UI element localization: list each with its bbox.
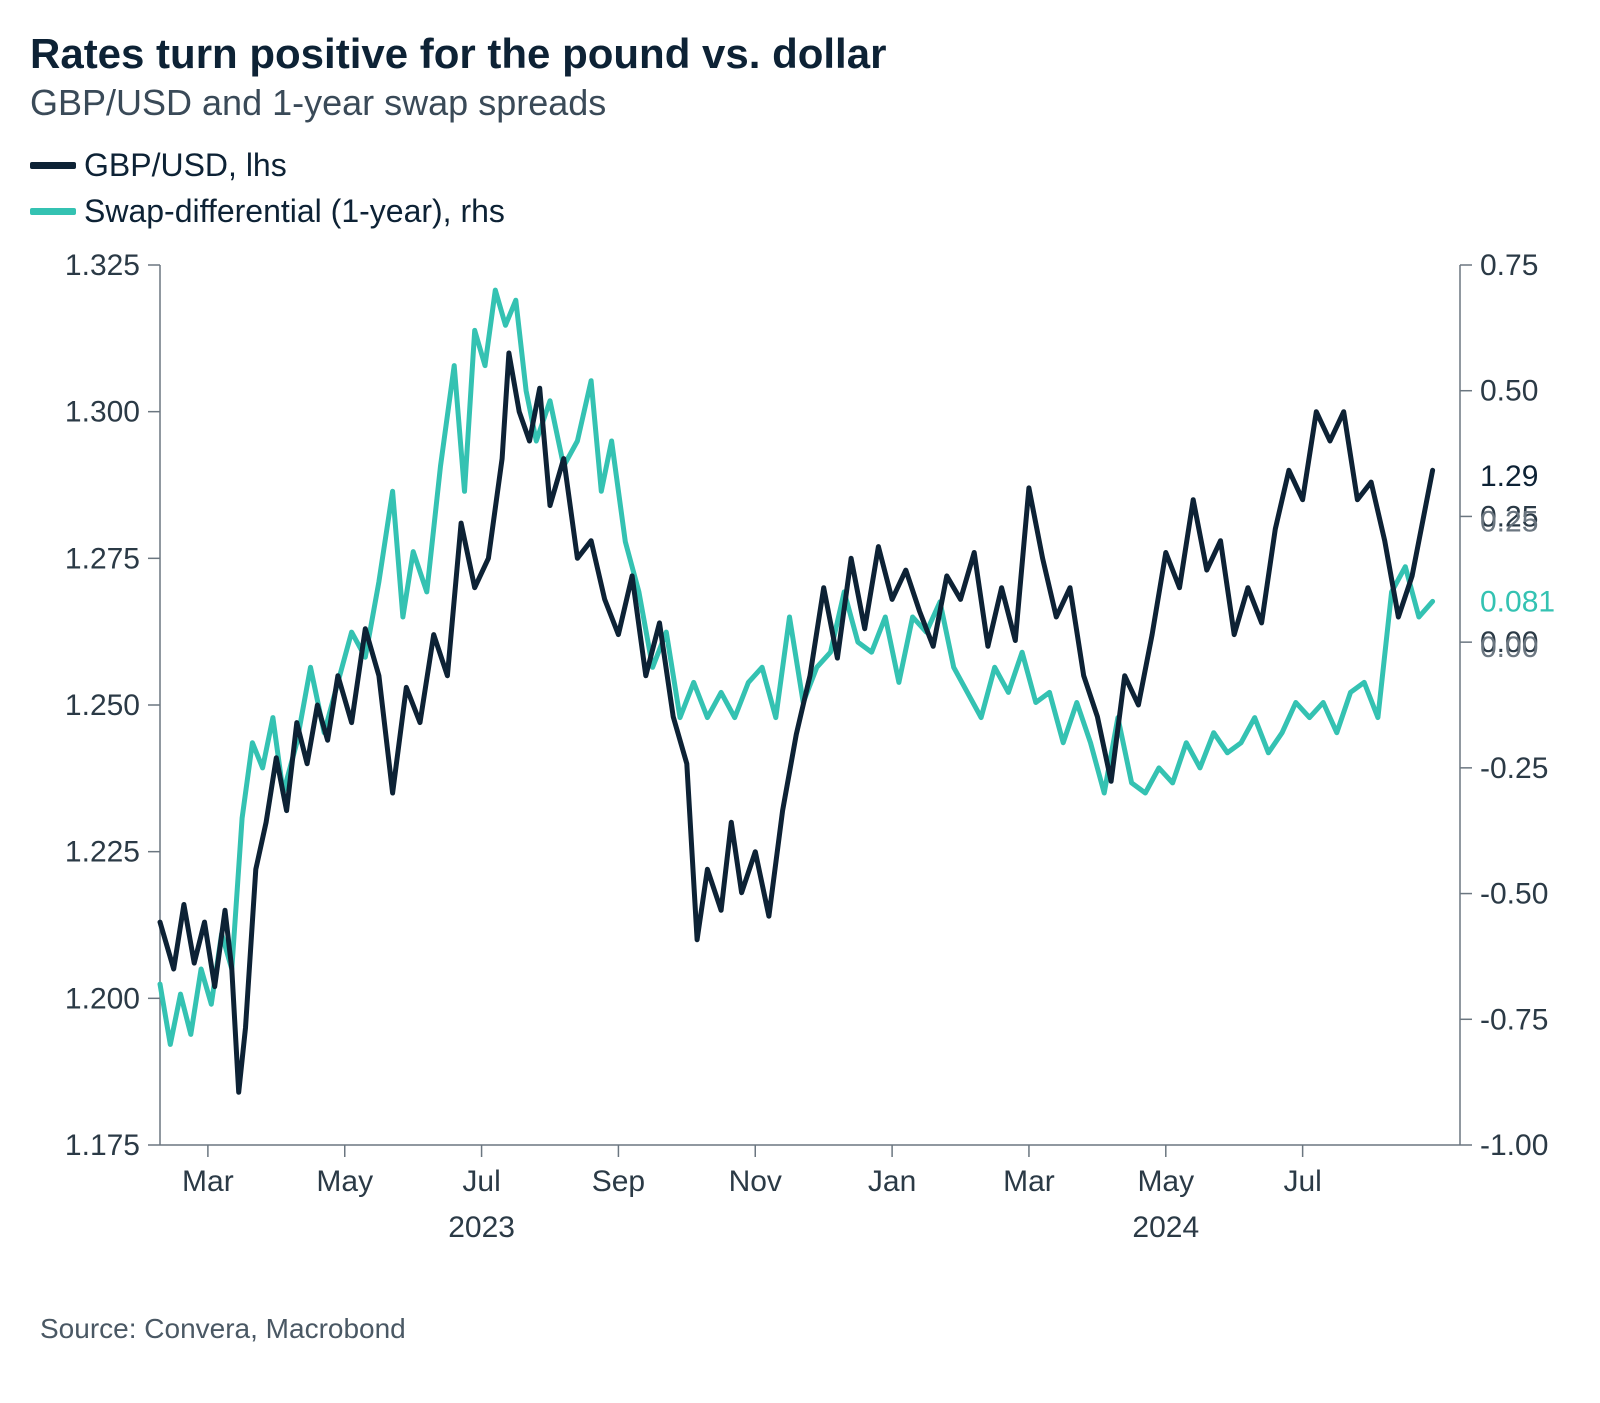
svg-text:Jul: Jul bbox=[462, 1165, 500, 1198]
source-text: Source: Convera, Macrobond bbox=[40, 1313, 1600, 1345]
legend-label-2: Swap-differential (1-year), rhs bbox=[84, 188, 505, 234]
svg-text:2023: 2023 bbox=[448, 1211, 515, 1244]
svg-text:2024: 2024 bbox=[1132, 1211, 1199, 1244]
svg-text:Jul: Jul bbox=[1283, 1165, 1321, 1198]
svg-text:1.200: 1.200 bbox=[65, 982, 140, 1015]
legend-swatch-1 bbox=[30, 162, 76, 169]
svg-text:-0.50: -0.50 bbox=[1480, 877, 1548, 910]
svg-text:0.50: 0.50 bbox=[1480, 374, 1538, 407]
chart-title: Rates turn positive for the pound vs. do… bbox=[30, 30, 1600, 78]
svg-text:Mar: Mar bbox=[182, 1165, 234, 1198]
svg-text:1.275: 1.275 bbox=[65, 542, 140, 575]
legend-item-2: Swap-differential (1-year), rhs bbox=[30, 188, 1600, 234]
svg-text:Sep: Sep bbox=[592, 1165, 645, 1198]
svg-text:May: May bbox=[316, 1165, 373, 1198]
svg-text:1.175: 1.175 bbox=[65, 1129, 140, 1162]
legend: GBP/USD, lhs Swap-differential (1-year),… bbox=[30, 142, 1600, 235]
svg-text:1.250: 1.250 bbox=[65, 689, 140, 722]
svg-text:0.00: 0.00 bbox=[1480, 631, 1538, 664]
chart-container: Rates turn positive for the pound vs. do… bbox=[0, 0, 1600, 1403]
svg-text:0.25: 0.25 bbox=[1480, 505, 1538, 538]
svg-text:1.225: 1.225 bbox=[65, 835, 140, 868]
svg-text:-1.00: -1.00 bbox=[1480, 1129, 1548, 1162]
svg-text:Jan: Jan bbox=[868, 1165, 916, 1198]
legend-swatch-2 bbox=[30, 208, 76, 215]
svg-text:1.300: 1.300 bbox=[65, 395, 140, 428]
svg-text:-0.75: -0.75 bbox=[1480, 1003, 1548, 1036]
svg-text:1.325: 1.325 bbox=[65, 249, 140, 282]
svg-text:0.081: 0.081 bbox=[1480, 585, 1555, 618]
plot-area: 1.175 1.200 1.225 1.250 1.275 1.300 1.325 -1.00… bbox=[30, 245, 1590, 1295]
legend-label-1: GBP/USD, lhs bbox=[84, 142, 287, 188]
svg-text:1.29: 1.29 bbox=[1480, 460, 1538, 493]
svg-text:Mar: Mar bbox=[1003, 1165, 1055, 1198]
svg-text:-0.25: -0.25 bbox=[1480, 752, 1548, 785]
chart-svg: 1.175 1.200 1.225 1.250 1.275 1.300 1.325 -1.00… bbox=[30, 245, 1590, 1295]
svg-text:0.75: 0.75 bbox=[1480, 249, 1538, 282]
svg-text:Nov: Nov bbox=[729, 1165, 782, 1198]
chart-subtitle: GBP/USD and 1-year swap spreads bbox=[30, 82, 1600, 124]
svg-text:May: May bbox=[1137, 1165, 1194, 1198]
legend-item-1: GBP/USD, lhs bbox=[30, 142, 1600, 188]
